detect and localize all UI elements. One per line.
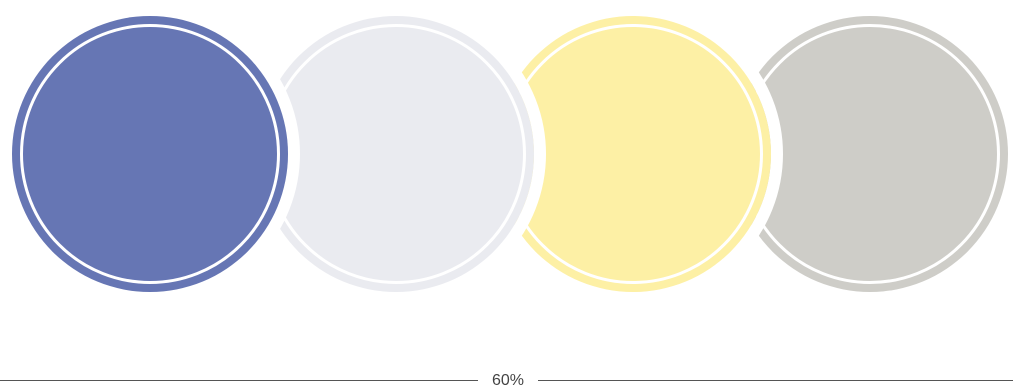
swatch-yellow-fill [503, 24, 763, 284]
swatch-blue-fill [20, 24, 280, 284]
swatch-warm-gray [720, 4, 1013, 304]
scale-indicator: 60% [0, 372, 1013, 390]
scale-line-left [0, 380, 478, 381]
swatch-light-gray-fill [266, 24, 526, 284]
color-palette [0, 4, 1013, 304]
swatch-blue [0, 4, 300, 304]
scale-line-right [538, 380, 1013, 381]
swatch-warm-gray-fill [740, 24, 1000, 284]
scale-label: 60% [491, 372, 525, 389]
